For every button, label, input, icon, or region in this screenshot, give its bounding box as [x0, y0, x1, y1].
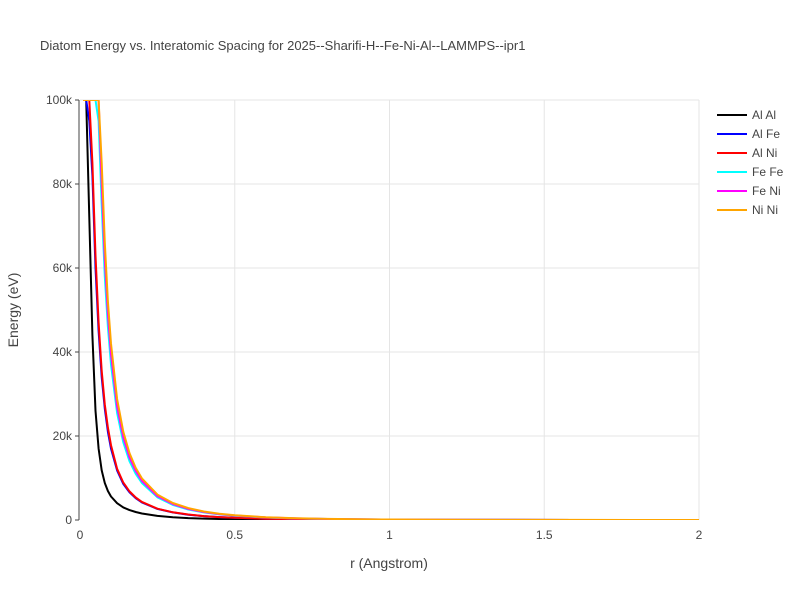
chart-title: Diatom Energy vs. Interatomic Spacing fo… [40, 38, 525, 53]
y-tick-label: 20k [53, 429, 73, 443]
x-tick-label: 1 [386, 528, 393, 542]
y-tick-label: 100k [46, 93, 73, 107]
legend-label: Al Fe [752, 127, 780, 141]
series-line-al-ni [83, 100, 699, 520]
legend-item-al-fe[interactable]: Al Fe [717, 127, 780, 141]
series-line-al-fe [83, 100, 699, 520]
y-tick-label: 0 [65, 513, 72, 527]
legend-item-fe-ni[interactable]: Fe Ni [717, 184, 781, 198]
legend-label: Fe Ni [752, 184, 781, 198]
gridlines [80, 99, 700, 520]
series-line-ni-ni [83, 100, 699, 520]
legend-label: Ni Ni [752, 203, 778, 217]
x-tick-label: 0.5 [226, 528, 243, 542]
legend-item-ni-ni[interactable]: Ni Ni [717, 203, 778, 217]
series-line-fe-ni [83, 100, 699, 520]
series-line-al-al [83, 100, 699, 520]
series-line-fe-fe [83, 100, 699, 520]
x-axis-ticks: 0 0.5 1 1.5 2 [77, 528, 703, 542]
y-axis-title: Energy (eV) [5, 273, 21, 348]
legend[interactable]: Al Al Al Fe Al Ni Fe Fe Fe Ni Ni Ni [717, 108, 784, 217]
legend-item-al-ni[interactable]: Al Ni [717, 146, 777, 160]
legend-label: Fe Fe [752, 165, 784, 179]
legend-item-fe-fe[interactable]: Fe Fe [717, 165, 784, 179]
y-tick-label: 60k [53, 261, 73, 275]
x-tick-label: 1.5 [536, 528, 553, 542]
y-tick-label: 80k [53, 177, 73, 191]
x-tick-label: 2 [696, 528, 703, 542]
legend-label: Al Ni [752, 146, 777, 160]
plot-series [83, 100, 699, 520]
x-tick-label: 0 [77, 528, 84, 542]
legend-item-al-al[interactable]: Al Al [717, 108, 776, 122]
y-tick-label: 40k [53, 345, 73, 359]
x-axis-title: r (Angstrom) [350, 555, 428, 571]
legend-label: Al Al [752, 108, 776, 122]
y-axis-ticks: 0 20k 40k 60k 80k 100k [46, 93, 79, 527]
